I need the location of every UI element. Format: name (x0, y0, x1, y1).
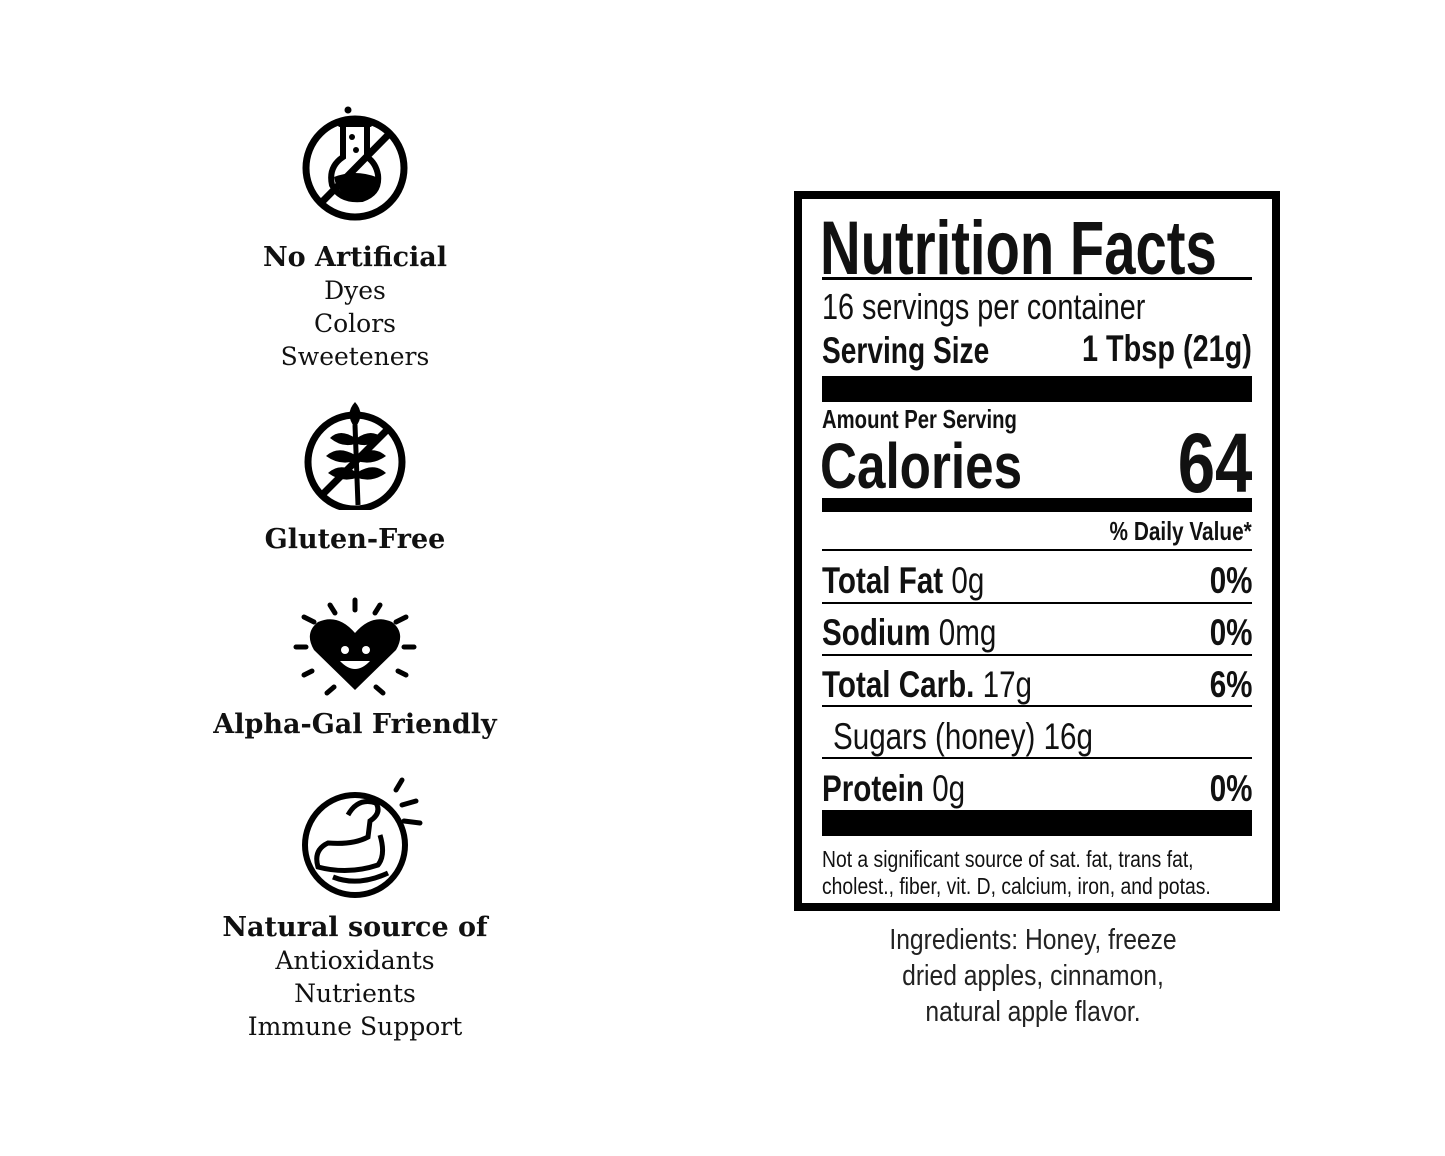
feature-heading: Natural source of (222, 912, 488, 943)
nutrient-dv: 0% (1209, 612, 1252, 653)
nutrient-amount: 0mg (938, 612, 997, 653)
feature-heading: Gluten-Free (264, 524, 446, 555)
feature-line: Sweeteners (280, 342, 430, 371)
nutrient-row-sodium: Sodium 0mg (822, 612, 996, 654)
feature-alpha-gal: Alpha-Gal Friendly (155, 708, 555, 741)
divider (822, 602, 1252, 604)
ingredients-line: Ingredients: Honey, freeze (889, 924, 1177, 956)
nutrient-dv: 6% (1209, 664, 1252, 705)
nutrient-dv: 0% (1209, 560, 1252, 601)
calories-label: Calories (820, 430, 1023, 502)
medium-divider (822, 498, 1252, 512)
ingredients-line: natural apple flavor. (925, 996, 1141, 1028)
feature-line: Antioxidants (275, 946, 435, 975)
footnote-line: cholest., fiber, vit. D, calcium, iron, … (822, 873, 1211, 899)
divider (822, 549, 1252, 551)
nutrient-dv: 0% (1209, 768, 1252, 809)
feature-line: Immune Support (247, 1012, 463, 1041)
nutrient-name: Total Carb. (822, 664, 975, 705)
gluten-free-wheat-icon (304, 402, 406, 510)
smiling-heart-icon (293, 597, 417, 696)
serving-size-value: 1 Tbsp (21g) (1082, 328, 1252, 369)
servings-per-container: 16 servings per container (822, 286, 1146, 327)
nutrient-row-total-fat: Total Fat 0g (822, 560, 984, 602)
feature-natural-source: Natural source of Antioxidants Nutrients… (155, 911, 555, 1043)
feature-gluten-free: Gluten-Free (155, 523, 555, 556)
feature-heading: No Artificial (262, 242, 448, 273)
divider (822, 757, 1252, 759)
daily-value-header: % Daily Value* (1109, 516, 1252, 546)
nutrient-name: Total Fat (822, 560, 944, 601)
nutrient-name: Sodium (822, 612, 931, 653)
calories-value: 64 (1177, 416, 1252, 510)
nutrient-amount: 0g (951, 560, 985, 601)
label-title: Nutrition Facts (820, 206, 1217, 291)
divider (822, 654, 1252, 656)
feature-no-artificial: No Artificial Dyes Colors Sweeteners (155, 241, 555, 373)
thick-divider (822, 810, 1252, 836)
footnote-line: Not a significant source of sat. fat, tr… (822, 846, 1194, 872)
feature-line: Nutrients (294, 979, 416, 1008)
feature-heading: Alpha-Gal Friendly (213, 709, 497, 740)
feature-line: Colors (313, 309, 396, 338)
nutrient-amount: 0g (932, 768, 966, 809)
ingredients-line: dried apples, cinnamon, (902, 960, 1164, 992)
flexed-arm-icon (302, 777, 423, 898)
divider (822, 705, 1252, 707)
nutrient-row-total-carb: Total Carb. 17g (822, 664, 1032, 706)
no-artificial-flask-icon (302, 106, 408, 221)
ingredients-text: Ingredients: Honey, freeze dried apples,… (833, 922, 1233, 1030)
nutrient-amount: 17g (982, 664, 1033, 705)
feature-line: Dyes (324, 276, 386, 305)
nutrient-row-protein: Protein 0g (822, 768, 965, 810)
nutrient-row-sugars: Sugars (honey) 16g (833, 716, 1093, 757)
divider (822, 277, 1252, 280)
nutrition-facts-label: Nutrition Facts 16 servings per containe… (794, 191, 1280, 911)
serving-size-label: Serving Size (822, 330, 990, 371)
thick-divider (822, 376, 1252, 402)
nutrient-name: Protein (822, 768, 924, 809)
amount-per-serving: Amount Per Serving (822, 404, 1017, 434)
